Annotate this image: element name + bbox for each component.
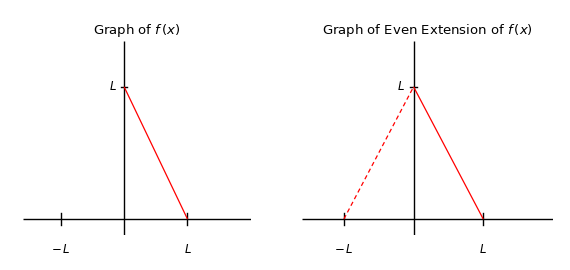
Text: $L$: $L$ [184, 243, 192, 256]
Title: Graph of $f\,(x)$: Graph of $f\,(x)$ [93, 22, 181, 39]
Text: $L$: $L$ [479, 243, 487, 256]
Text: $L$: $L$ [109, 80, 116, 93]
Text: $L$: $L$ [397, 80, 405, 93]
Title: Graph of Even Extension of $f\,(x)$: Graph of Even Extension of $f\,(x)$ [322, 22, 533, 39]
Text: $-\,L$: $-\,L$ [51, 243, 71, 256]
Text: $-\,L$: $-\,L$ [334, 243, 354, 256]
